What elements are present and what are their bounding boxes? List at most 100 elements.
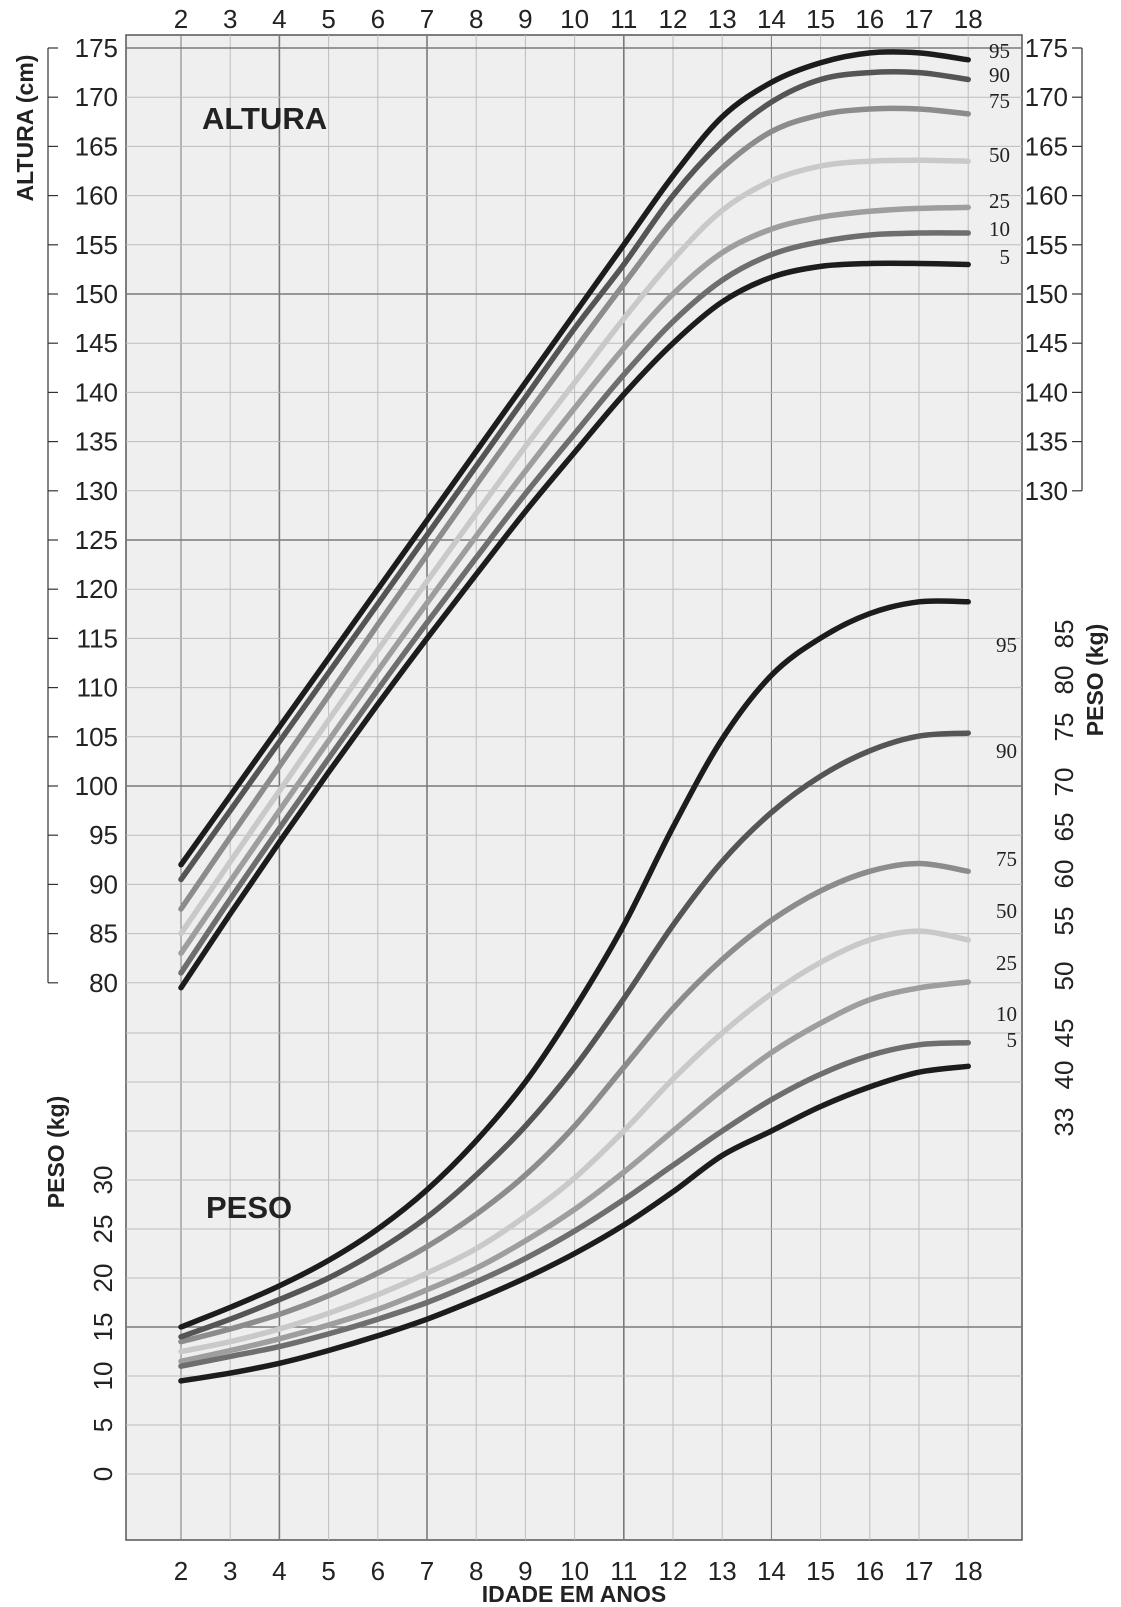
right-weight-tick-label: 40 [1049, 1061, 1079, 1090]
top-x-tick-label: 12 [659, 4, 688, 34]
right-height-tick-label: 155 [1025, 230, 1068, 260]
weight-percentile-label: 90 [996, 739, 1017, 763]
left-height-tick-label: 160 [75, 181, 118, 211]
height-percentile-label: 90 [989, 63, 1010, 87]
bottom-x-tick-label: 3 [223, 1556, 237, 1586]
bottom-x-tick-label: 8 [469, 1556, 483, 1586]
weight-percentile-label: 50 [996, 899, 1017, 923]
left-height-tick-label: 80 [89, 968, 118, 998]
top-x-tick-label: 17 [905, 4, 934, 34]
bottom-x-tick-label: 10 [560, 1556, 589, 1586]
left-weight-tick-label: 25 [88, 1215, 118, 1244]
bottom-x-tick-label: 15 [806, 1556, 835, 1586]
top-x-tick-label: 3 [223, 4, 237, 34]
left-height-tick-label: 145 [75, 328, 118, 358]
left-height-tick-label: 100 [75, 771, 118, 801]
bottom-x-tick-label: 4 [272, 1556, 286, 1586]
left-height-tick-label: 170 [75, 82, 118, 112]
weight-axis-title-right: PESO (kg) [1082, 624, 1108, 736]
x-axis-title: IDADE EM ANOS [482, 1581, 666, 1607]
left-height-tick-label: 135 [75, 427, 118, 457]
right-weight-tick-label: 65 [1049, 813, 1079, 842]
top-x-tick-label: 8 [469, 4, 483, 34]
right-weight-tick-label: 75 [1049, 713, 1079, 742]
left-height-tick-label: 125 [75, 525, 118, 555]
right-weight-tick-label: 85 [1049, 620, 1079, 649]
height-line-p90 [178, 69, 971, 883]
top-x-tick-label: 14 [757, 4, 786, 34]
weight-line-p25 [178, 979, 971, 1365]
height-line-p25 [178, 204, 971, 957]
top-x-tick-label: 2 [174, 4, 188, 34]
top-x-tick-label: 13 [708, 4, 737, 34]
weight-percentile-label: 5 [1007, 1028, 1018, 1052]
bottom-x-tick-label: 18 [954, 1556, 983, 1586]
axes: 1751701651601551501451401351301251201151… [12, 4, 1108, 1607]
height-percentile-label: 75 [989, 89, 1010, 113]
top-x-tick-label: 9 [518, 4, 532, 34]
left-weight-tick-label: 5 [88, 1418, 118, 1432]
left-height-tick-label: 95 [89, 820, 118, 850]
left-weight-tick-label: 10 [88, 1362, 118, 1391]
left-height-tick-label: 130 [75, 476, 118, 506]
weight-line-p95 [178, 598, 971, 1330]
top-x-tick-label: 6 [371, 4, 385, 34]
weight-section-label: PESO [206, 1190, 292, 1225]
left-weight-tick-label: 20 [88, 1264, 118, 1293]
right-height-tick-label: 170 [1025, 82, 1068, 112]
bottom-x-tick-label: 9 [518, 1556, 532, 1586]
height-percentile-label: 50 [989, 143, 1010, 167]
height-line-p75 [178, 105, 971, 912]
right-height-tick-label: 160 [1025, 181, 1068, 211]
right-weight-tick-label: 33 [1049, 1108, 1079, 1137]
right-height-tick-label: 165 [1025, 131, 1068, 161]
right-weight-tick-label: 45 [1049, 1019, 1079, 1048]
top-x-tick-label: 5 [321, 4, 335, 34]
bottom-x-tick-label: 11 [610, 1556, 637, 1586]
weight-line-p50 [178, 928, 971, 1355]
left-height-tick-label: 90 [89, 869, 118, 899]
right-weight-tick-label: 70 [1049, 768, 1079, 797]
height-percentile-label: 10 [989, 217, 1010, 241]
right-height-tick-label: 140 [1025, 377, 1068, 407]
weight-line-p90 [178, 730, 971, 1340]
left-weight-tick-label: 15 [88, 1313, 118, 1342]
left-height-tick-label: 140 [75, 377, 118, 407]
left-height-tick-label: 175 [75, 33, 118, 63]
right-height-tick-label: 145 [1025, 328, 1068, 358]
top-x-tick-label: 16 [855, 4, 884, 34]
bottom-x-tick-label: 16 [855, 1556, 884, 1586]
right-height-tick-label: 175 [1025, 33, 1068, 63]
right-height-tick-label: 130 [1025, 476, 1068, 506]
bottom-x-tick-label: 5 [321, 1556, 335, 1586]
top-x-tick-label: 4 [272, 4, 286, 34]
top-x-tick-label: 18 [954, 4, 983, 34]
right-height-tick-label: 150 [1025, 279, 1068, 309]
height-axis-title: ALTURA (cm) [12, 55, 38, 202]
bottom-x-tick-label: 2 [174, 1556, 188, 1586]
left-height-tick-label: 110 [77, 673, 118, 703]
weight-line-p5 [178, 1063, 971, 1384]
bottom-x-tick-label: 14 [757, 1556, 786, 1586]
weight-percentile-label: 75 [996, 847, 1017, 871]
weight-percentile-label: 25 [996, 951, 1017, 975]
weight-percentile-label: 10 [996, 1002, 1017, 1026]
bottom-x-tick-label: 13 [708, 1556, 737, 1586]
top-x-tick-label: 10 [560, 4, 589, 34]
weight-line-p10 [178, 1040, 971, 1369]
right-weight-tick-label: 50 [1049, 962, 1079, 991]
height-line-p50 [178, 157, 971, 937]
top-x-tick-label: 7 [420, 4, 434, 34]
left-height-tick-label: 165 [75, 131, 118, 161]
bottom-x-tick-label: 6 [371, 1556, 385, 1586]
left-height-tick-label: 155 [75, 230, 118, 260]
top-x-tick-label: 11 [610, 4, 637, 34]
height-line-p95 [178, 49, 971, 868]
bottom-x-tick-label: 12 [659, 1556, 688, 1586]
left-height-tick-label: 105 [75, 722, 118, 752]
right-weight-tick-label: 60 [1049, 860, 1079, 889]
right-weight-tick-label: 80 [1049, 666, 1079, 695]
weight-percentile-label: 95 [996, 633, 1017, 657]
